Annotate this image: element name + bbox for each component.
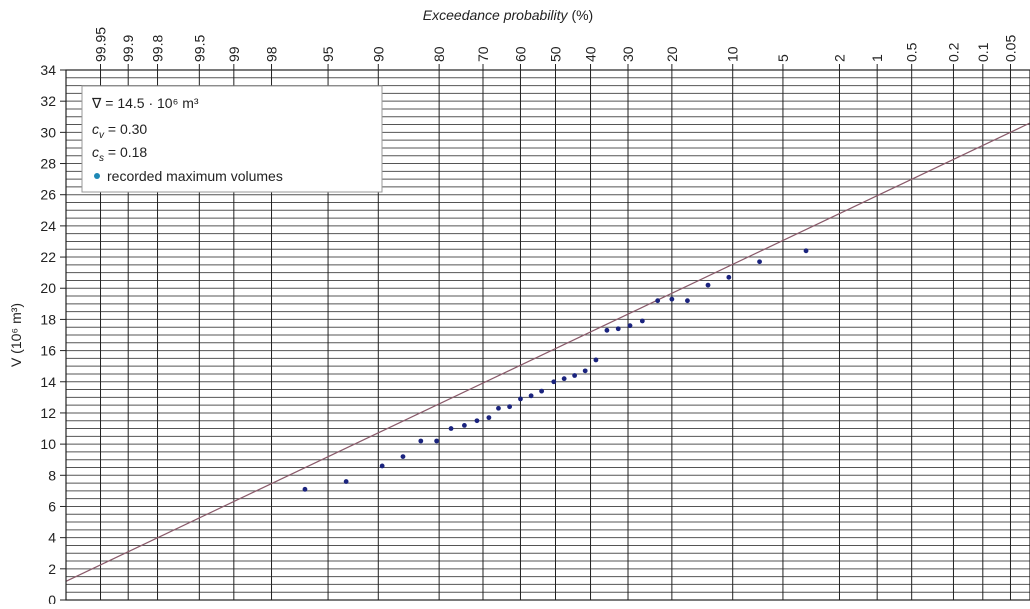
x-tick-label: 50 — [548, 46, 564, 62]
data-point — [803, 248, 809, 254]
y-tick-label: 26 — [40, 187, 56, 203]
data-point — [757, 259, 762, 265]
legend: ∇ = 14.5 · 10⁶ m³ cv = 0.30 cs = 0.18 re… — [81, 85, 383, 193]
y-tick-label: 22 — [40, 249, 56, 265]
y-tick-label: 24 — [40, 218, 56, 234]
fit-line-layer — [65, 122, 1030, 582]
x-tick-label: 5 — [775, 54, 791, 62]
data-point — [400, 454, 406, 459]
data-point — [434, 438, 440, 444]
x-tick-label: 0.05 — [1002, 35, 1018, 62]
y-tick-label: 10 — [40, 436, 56, 452]
data-point — [627, 323, 633, 329]
y-tick-label: 20 — [40, 280, 56, 296]
y-tick-label: 34 — [40, 62, 56, 78]
x-tick-label: 1 — [869, 54, 885, 62]
legend-cs-subscript: s — [99, 153, 104, 164]
data-point — [486, 415, 492, 421]
y-tick-label: 8 — [48, 467, 56, 483]
data-point — [582, 368, 588, 374]
data-point — [418, 438, 424, 444]
y-tick-label: 14 — [40, 374, 56, 390]
x-axis-title-unit: (%) — [571, 7, 593, 23]
y-tick-label: 28 — [40, 156, 56, 172]
data-point — [561, 376, 567, 382]
data-point — [551, 379, 557, 385]
data-point — [572, 373, 578, 378]
x-tick-label: 0.1 — [975, 42, 991, 62]
x-tick-label: 95 — [320, 46, 336, 62]
x-tick-labels: 99.95 99.9 99.8 99.5 99 98 95 90 80 70 60 50 40 30 20 1… — [93, 27, 1018, 70]
data-point — [507, 404, 513, 410]
x-tick-label: 30 — [620, 46, 636, 62]
x-tick-label: 2 — [831, 54, 847, 62]
data-point — [448, 426, 454, 431]
x-tick-label: 98 — [264, 46, 280, 62]
legend-cv-line: cv = 0.30 — [92, 121, 147, 141]
x-tick-label: 60 — [512, 46, 528, 62]
data-point — [655, 298, 661, 304]
data-point — [685, 298, 690, 304]
legend-cv-value: = 0.30 — [104, 121, 147, 137]
y-axis-title: V (10⁶ m³) — [8, 303, 24, 367]
x-tick-label: 99 — [226, 46, 242, 62]
x-tick-label: 10 — [725, 46, 741, 62]
y-tick-label: 0 — [48, 592, 56, 604]
data-point — [615, 326, 621, 332]
legend-point-marker — [94, 173, 100, 179]
y-tick-label: 6 — [48, 498, 56, 514]
data-points-layer — [302, 248, 809, 492]
x-tick-label: 99.95 — [93, 27, 109, 62]
legend-cs-line: cs = 0.18 — [92, 144, 147, 164]
legend-cs-symbol: c — [92, 144, 99, 160]
y-tick-label: 30 — [40, 124, 56, 140]
y-tick-label: 32 — [40, 93, 56, 109]
data-point — [474, 418, 480, 424]
data-point — [462, 423, 467, 428]
data-point — [593, 357, 599, 363]
data-point — [528, 393, 534, 399]
legend-points-label: recorded maximum volumes — [107, 168, 283, 184]
x-tick-label: 20 — [664, 46, 680, 62]
data-point — [302, 486, 308, 492]
data-point — [639, 318, 645, 324]
data-point — [379, 463, 385, 469]
y-tick-label: 12 — [40, 405, 56, 421]
data-point — [343, 479, 349, 484]
legend-cv-symbol: c — [92, 121, 99, 137]
data-point — [539, 388, 545, 394]
x-tick-label: 70 — [475, 46, 491, 62]
x-tick-label: 40 — [583, 46, 599, 62]
x-tick-label: 0.2 — [945, 42, 961, 62]
data-point — [669, 296, 675, 302]
legend-cv-subscript: v — [99, 130, 105, 141]
y-tick-label: 4 — [48, 530, 56, 546]
x-tick-label: 0.5 — [904, 42, 920, 62]
data-point — [604, 327, 610, 333]
y-tick-label: 18 — [40, 311, 56, 327]
x-tick-label: 99.8 — [150, 35, 166, 62]
data-point — [726, 274, 732, 280]
x-tick-label: 90 — [370, 46, 386, 62]
x-tick-label: 99.9 — [120, 35, 136, 62]
x-tick-label: 80 — [431, 46, 447, 62]
data-point — [496, 405, 501, 411]
x-tick-label: 99.5 — [191, 35, 207, 62]
fit-line — [65, 122, 1030, 582]
data-point — [705, 282, 711, 288]
plot-frame — [65, 69, 1030, 601]
legend-volume-line: ∇ = 14.5 · 10⁶ m³ — [91, 95, 199, 111]
legend-cs-value: = 0.18 — [104, 144, 147, 160]
legend-box — [81, 85, 383, 193]
x-axis-title-italic: Exceedance probability — [423, 7, 569, 23]
data-point — [518, 396, 523, 402]
y-tick-label: 16 — [40, 343, 56, 359]
x-axis-title: Exceedance probability (%) — [423, 7, 593, 23]
y-tick-label: 2 — [48, 561, 56, 577]
